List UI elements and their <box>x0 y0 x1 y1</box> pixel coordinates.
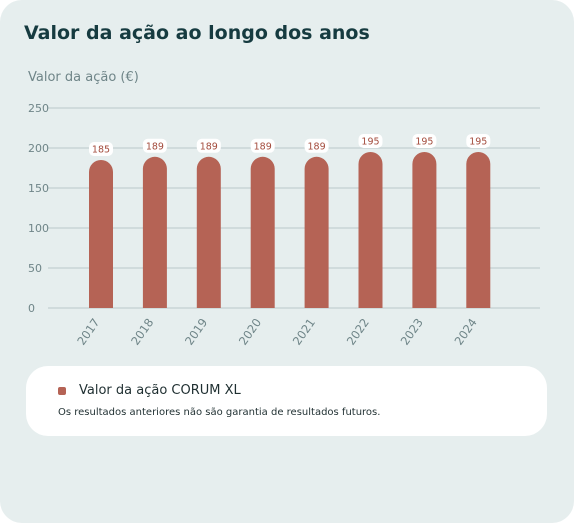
legend-swatch <box>58 387 66 395</box>
data-label: 189 <box>146 141 164 152</box>
bar <box>466 152 491 308</box>
legend-panel: Valor da ação CORUM XL Os resultados ant… <box>26 366 547 436</box>
x-tick-label: 2022 <box>344 316 372 348</box>
data-label: 195 <box>361 137 379 148</box>
data-label-background <box>304 138 329 153</box>
data-label-background <box>358 134 383 148</box>
x-tick-label: 2023 <box>398 316 426 348</box>
data-label: 195 <box>469 137 487 148</box>
y-axis-label: Valor da ação (€) <box>28 70 139 85</box>
data-label-background <box>142 138 167 153</box>
x-tick-label: 2024 <box>451 316 479 348</box>
x-tick-label: 2017 <box>74 316 102 348</box>
y-tick-label: 50 <box>28 262 42 275</box>
x-tick-label: 2018 <box>128 316 156 348</box>
y-tick-label: 250 <box>28 102 49 115</box>
data-label: 189 <box>308 141 326 152</box>
bar <box>196 156 221 308</box>
y-tick-label: 150 <box>28 182 49 195</box>
y-tick-label: 0 <box>28 302 35 315</box>
data-labels: 185 189 189 189 189 195 195 195 <box>89 134 491 156</box>
y-tick-label: 100 <box>28 222 49 235</box>
data-label: 195 <box>415 137 433 148</box>
x-tick-labels: 2017 2018 2019 2020 2021 2022 2023 2024 <box>74 316 480 348</box>
disclaimer-text: Os resultados anteriores não são garanti… <box>58 407 381 418</box>
y-tick-label: 200 <box>28 142 49 155</box>
bar <box>250 156 275 308</box>
bar <box>304 156 329 308</box>
data-label-background <box>196 138 221 153</box>
grid-lines <box>48 107 540 309</box>
x-tick-label: 2019 <box>182 316 210 348</box>
data-label-background <box>466 134 491 148</box>
data-label-background <box>250 138 275 153</box>
data-label-background <box>89 142 113 156</box>
x-tick-label: 2020 <box>236 316 264 348</box>
bar <box>412 152 437 308</box>
chart-title: Valor da ação ao longo dos anos <box>24 22 370 44</box>
data-label-background <box>412 134 437 148</box>
y-tick-labels: 0 50 100 150 200 250 <box>28 102 49 315</box>
data-label: 185 <box>92 145 110 156</box>
bar <box>89 160 113 308</box>
legend-label: Valor da ação CORUM XL <box>79 383 241 398</box>
bar-chart: 0 50 100 150 200 250 185 189 189 189 189 195 195 195… <box>28 102 540 348</box>
bar <box>142 156 167 308</box>
x-tick-label: 2021 <box>290 316 318 348</box>
bar <box>358 152 383 308</box>
data-label: 189 <box>200 141 218 152</box>
bars <box>89 152 491 308</box>
data-label: 189 <box>254 141 272 152</box>
